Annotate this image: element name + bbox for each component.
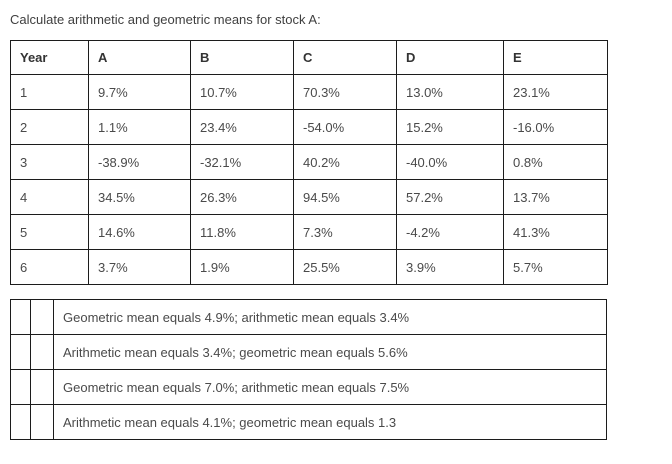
value-cell: -38.9% [88,144,191,180]
option-select-cell[interactable] [10,369,31,405]
returns-table: Year A B C D E 1 9.7% 10.7% 70.3% 13.0% … [10,40,608,285]
year-cell: 5 [10,214,89,250]
value-cell: 1.1% [88,109,191,145]
value-cell: 94.5% [293,179,397,215]
table-row: 5 14.6% 11.8% 7.3% -4.2% 41.3% [10,214,608,250]
option-select-cell[interactable] [10,404,31,440]
year-cell: 2 [10,109,89,145]
option-label[interactable]: Geometric mean equals 7.0%; arithmetic m… [53,369,607,405]
table-row: 2 1.1% 23.4% -54.0% 15.2% -16.0% [10,109,608,145]
value-cell: 1.9% [190,249,294,285]
value-cell: 15.2% [396,109,504,145]
col-header-e: E [503,40,608,75]
value-cell: 10.7% [190,74,294,110]
option-label[interactable]: Geometric mean equals 4.9%; arithmetic m… [53,299,607,335]
value-cell: 3.9% [396,249,504,285]
value-cell: 14.6% [88,214,191,250]
option-row: Geometric mean equals 4.9%; arithmetic m… [10,299,607,335]
option-row: Arithmetic mean equals 3.4%; geometric m… [10,334,607,370]
table-row: 1 9.7% 10.7% 70.3% 13.0% 23.1% [10,74,608,110]
value-cell: 23.1% [503,74,608,110]
option-marker-cell[interactable] [30,404,54,440]
year-cell: 1 [10,74,89,110]
value-cell: -16.0% [503,109,608,145]
option-label[interactable]: Arithmetic mean equals 4.1%; geometric m… [53,404,607,440]
value-cell: -40.0% [396,144,504,180]
value-cell: 26.3% [190,179,294,215]
value-cell: -4.2% [396,214,504,250]
col-header-c: C [293,40,397,75]
value-cell: -32.1% [190,144,294,180]
value-cell: 5.7% [503,249,608,285]
value-cell: 0.8% [503,144,608,180]
value-cell: 13.0% [396,74,504,110]
value-cell: 3.7% [88,249,191,285]
option-select-cell[interactable] [10,334,31,370]
table-row: 3 -38.9% -32.1% 40.2% -40.0% 0.8% [10,144,608,180]
col-header-year: Year [10,40,89,75]
question-text: Calculate arithmetic and geometric means… [10,12,321,27]
col-header-a: A [88,40,191,75]
option-row: Arithmetic mean equals 4.1%; geometric m… [10,404,607,440]
col-header-d: D [396,40,504,75]
value-cell: -54.0% [293,109,397,145]
value-cell: 70.3% [293,74,397,110]
option-select-cell[interactable] [10,299,31,335]
option-marker-cell[interactable] [30,334,54,370]
value-cell: 57.2% [396,179,504,215]
table-row: 4 34.5% 26.3% 94.5% 57.2% 13.7% [10,179,608,215]
value-cell: 40.2% [293,144,397,180]
option-label[interactable]: Arithmetic mean equals 3.4%; geometric m… [53,334,607,370]
options-table: Geometric mean equals 4.9%; arithmetic m… [10,299,607,440]
year-cell: 4 [10,179,89,215]
value-cell: 25.5% [293,249,397,285]
option-marker-cell[interactable] [30,369,54,405]
value-cell: 41.3% [503,214,608,250]
value-cell: 7.3% [293,214,397,250]
year-cell: 6 [10,249,89,285]
value-cell: 9.7% [88,74,191,110]
value-cell: 11.8% [190,214,294,250]
value-cell: 23.4% [190,109,294,145]
option-marker-cell[interactable] [30,299,54,335]
option-row: Geometric mean equals 7.0%; arithmetic m… [10,369,607,405]
year-cell: 3 [10,144,89,180]
value-cell: 34.5% [88,179,191,215]
table-row: 6 3.7% 1.9% 25.5% 3.9% 5.7% [10,249,608,285]
col-header-b: B [190,40,294,75]
header-row: Year A B C D E [10,40,608,75]
value-cell: 13.7% [503,179,608,215]
